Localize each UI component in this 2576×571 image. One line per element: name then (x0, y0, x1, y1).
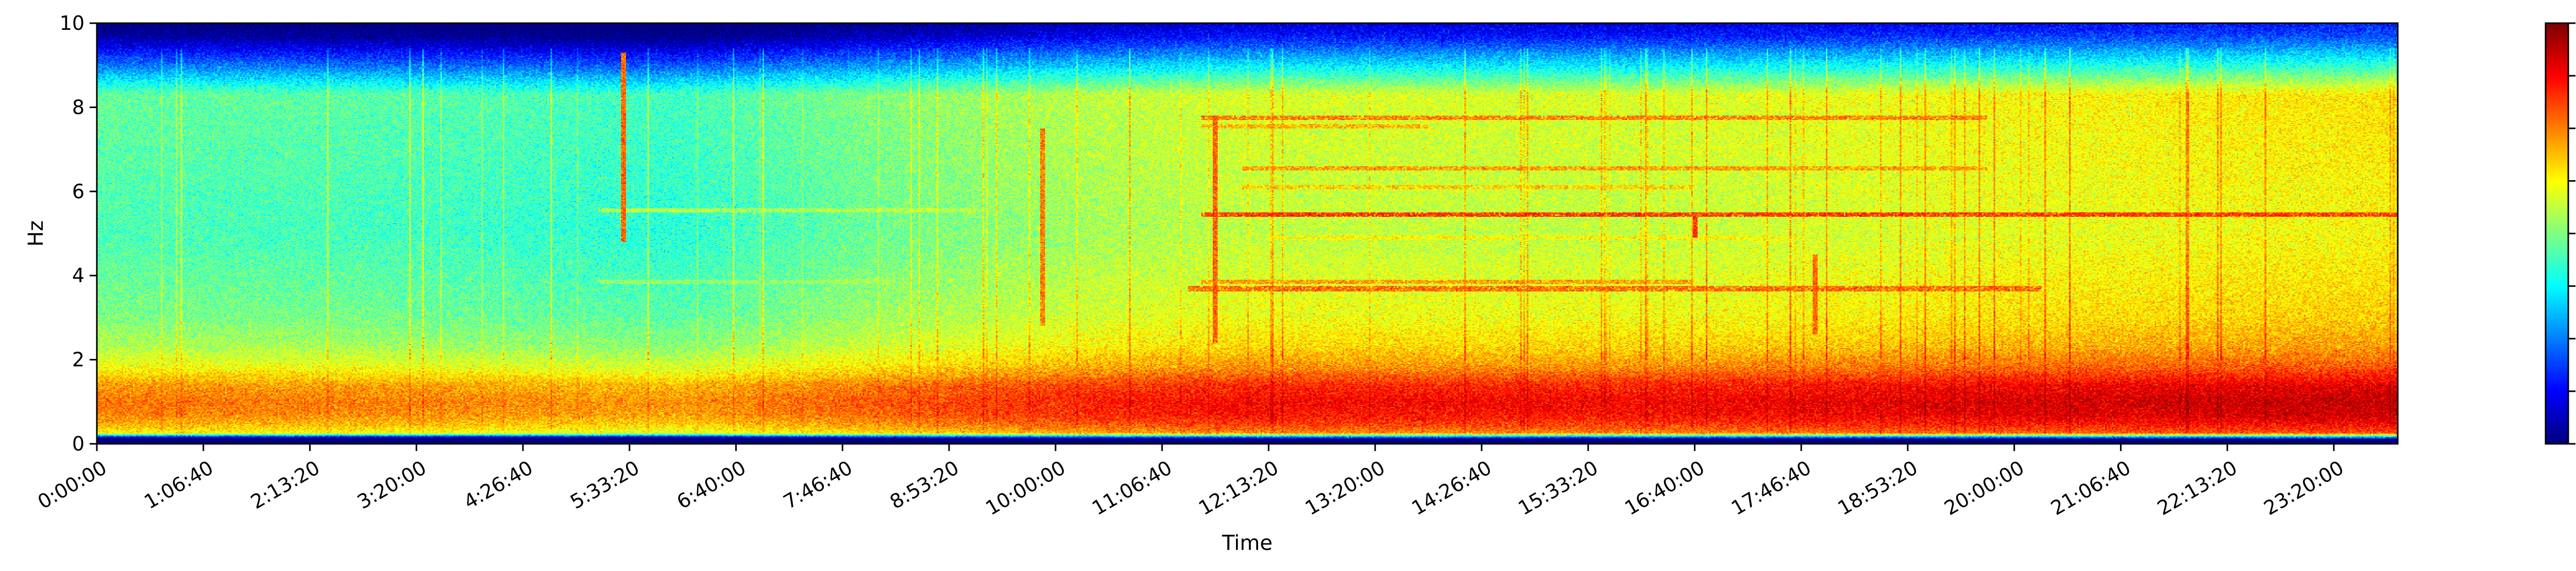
x-tick-label: 1:06:40 (140, 456, 217, 513)
y-tick-label: 10 (60, 12, 84, 34)
plot-frame (96, 22, 2399, 445)
y-axis: 0 2 4 6 8 10 (60, 12, 97, 455)
x-tick-label: 13:20:00 (1301, 456, 1389, 520)
y-tick-label: 0 (72, 432, 84, 455)
x-tick-label: 0:00:00 (34, 456, 111, 513)
x-tick-label: 7:46:40 (779, 456, 856, 513)
x-tick-label: 12:13:20 (1195, 456, 1282, 520)
y-axis-label: Hz (24, 220, 48, 247)
x-tick-label: 23:20:00 (2260, 456, 2348, 520)
x-tick-label: 4:26:40 (460, 456, 537, 513)
x-tick-label: 8:53:20 (886, 456, 963, 513)
colorbar: +0 dB-10 dB-20 dB-30 dB-40 dB-50 dB-60 d… (2545, 22, 2575, 445)
x-tick-label: 16:40:00 (1621, 456, 1708, 520)
colorbar-gradient (2546, 23, 2568, 444)
x-tick-label: 2:13:20 (247, 456, 324, 513)
x-tick-label: 17:46:40 (1727, 456, 1815, 520)
y-tick-label: 6 (72, 180, 84, 203)
x-tick-label: 20:00:00 (1940, 456, 2028, 520)
x-tick-label: 10:00:00 (982, 456, 1070, 520)
x-tick-label: 15:33:20 (1514, 456, 1602, 520)
x-tick-label: 22:13:20 (2154, 456, 2241, 520)
plot-area (96, 22, 2399, 445)
x-tick-label: 21:06:40 (2047, 456, 2134, 520)
x-tick-label: 18:53:20 (1834, 456, 1922, 520)
x-tick-label: 6:40:00 (673, 456, 750, 513)
x-tick-label: 11:06:40 (1088, 456, 1176, 520)
x-tick-label: 14:26:40 (1408, 456, 1496, 520)
colorbar-container (2546, 23, 2568, 444)
heatmap-container (97, 23, 2398, 444)
x-tick-label: 3:20:00 (353, 456, 430, 513)
x-axis: 0:00:00 1:06:40 2:13:20 3:20:00 4:26:40 5:33:… (34, 444, 2348, 520)
y-tick-label: 2 (72, 349, 84, 371)
y-tick-label: 8 (72, 96, 84, 118)
x-axis-label: Time (1222, 531, 1273, 555)
colorbar-ticks: +0 dB-10 dB-20 dB-30 dB-40 dB-50 dB-60 d… (2568, 22, 2575, 445)
y-tick-label: 4 (72, 264, 84, 287)
spectrogram-heatmap (97, 23, 2398, 444)
x-tick-label: 5:33:20 (566, 456, 643, 513)
